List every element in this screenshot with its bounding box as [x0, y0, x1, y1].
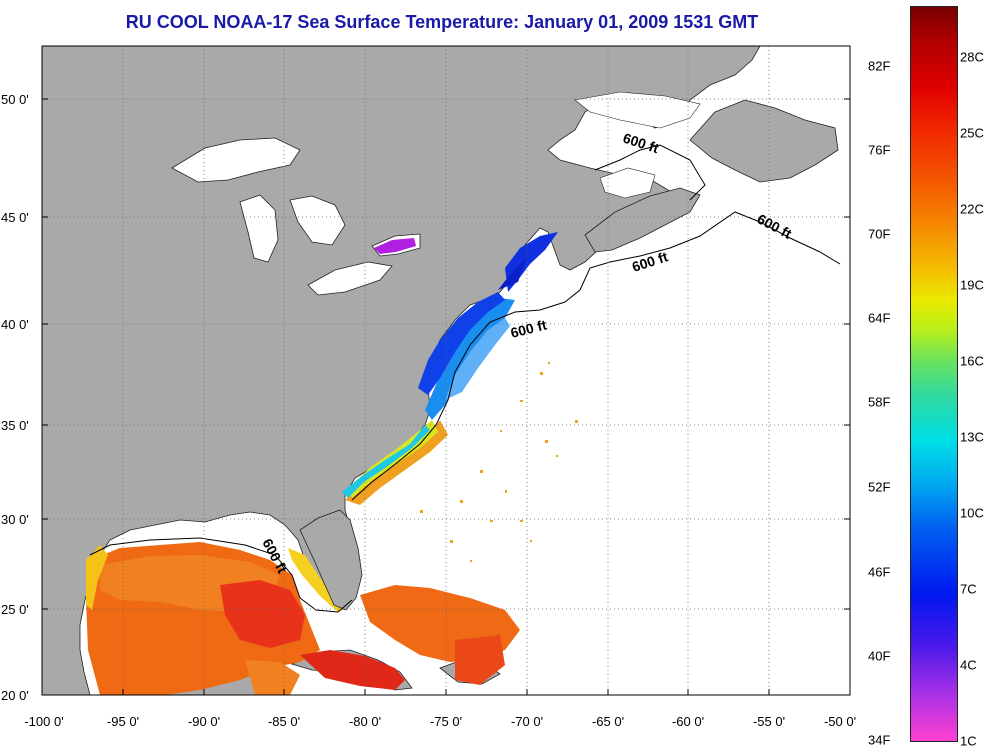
colorbar-c-label: 22C	[960, 201, 984, 217]
gulf-stream-pixels	[420, 362, 578, 562]
newfoundland-land	[689, 99, 839, 183]
colorbar-f-label: 46F	[868, 564, 891, 580]
lon-label: -75 0'	[429, 714, 463, 729]
st-lawrence-water	[574, 91, 701, 199]
colorbar-f-label: 82F	[868, 58, 891, 74]
lon-label: -50 0'	[823, 714, 857, 729]
lat-label: 30 0'	[1, 512, 29, 527]
lon-label: -80 0'	[348, 714, 382, 729]
lon-label: -65 0'	[591, 714, 625, 729]
lat-label: 20 0'	[1, 688, 29, 703]
lon-label: -95 0'	[106, 714, 140, 729]
isobath-contours	[89, 144, 841, 613]
colorbar-f-label: 64F	[868, 310, 891, 326]
colorbar-f-label: 76F	[868, 142, 891, 158]
colorbar-f-label: 70F	[868, 226, 891, 242]
lon-label: -70 0'	[510, 714, 544, 729]
lon-label: -60 0'	[671, 714, 705, 729]
colorbar-c-label: 16C	[960, 353, 984, 369]
temperature-colorbar	[910, 6, 958, 742]
lat-label: 35 0'	[1, 418, 29, 433]
colorbar-c-label: 13C	[960, 429, 984, 445]
lat-label: 25 0'	[1, 602, 29, 617]
colorbar-f-label: 58F	[868, 394, 891, 410]
lat-label: 50 0'	[1, 92, 29, 107]
nova-scotia-land	[584, 187, 701, 253]
colorbar-c-label: 7C	[960, 581, 977, 597]
axis-ticks	[42, 98, 850, 695]
florida-land	[299, 509, 363, 611]
colorbar-c-label: 28C	[960, 49, 984, 65]
colorbar-c-label: 25C	[960, 125, 984, 141]
graticule	[42, 46, 850, 695]
colorbar-c-label: 1C	[960, 733, 977, 749]
lon-label: -100 0'	[24, 714, 64, 729]
colorbar-f-label: 52F	[868, 479, 891, 495]
lat-label: 40 0'	[1, 317, 29, 332]
lon-label: -55 0'	[752, 714, 786, 729]
colorbar-f-label: 34F	[868, 732, 891, 748]
colorbar-f-label: 40F	[868, 648, 891, 664]
colorbar-c-label: 4C	[960, 657, 977, 673]
lat-label: 45 0'	[1, 210, 29, 225]
map-title: RU COOL NOAA-17 Sea Surface Temperature:…	[125, 12, 759, 32]
north-america-land	[42, 46, 761, 695]
colorbar-c-label: 19C	[960, 277, 984, 293]
lon-label: -90 0'	[187, 714, 221, 729]
colorbar-c-label: 10C	[960, 505, 984, 521]
gulf-sst	[86, 542, 520, 695]
lon-label: -85 0'	[267, 714, 301, 729]
